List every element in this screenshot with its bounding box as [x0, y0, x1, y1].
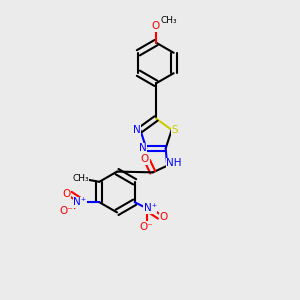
- Text: CH₃: CH₃: [72, 174, 89, 183]
- Text: O: O: [159, 212, 168, 222]
- Text: NH: NH: [166, 158, 182, 168]
- Text: S: S: [171, 125, 178, 135]
- Text: CH₃: CH₃: [160, 16, 177, 25]
- Text: O: O: [141, 154, 149, 164]
- Text: N: N: [139, 143, 147, 153]
- Text: N: N: [133, 125, 141, 135]
- Text: O: O: [62, 189, 71, 199]
- Text: N⁺: N⁺: [144, 203, 157, 213]
- Text: O⁻: O⁻: [140, 222, 154, 232]
- Text: N⁺: N⁺: [73, 197, 86, 207]
- Text: O: O: [152, 21, 160, 31]
- Text: O⁻: O⁻: [60, 206, 74, 216]
